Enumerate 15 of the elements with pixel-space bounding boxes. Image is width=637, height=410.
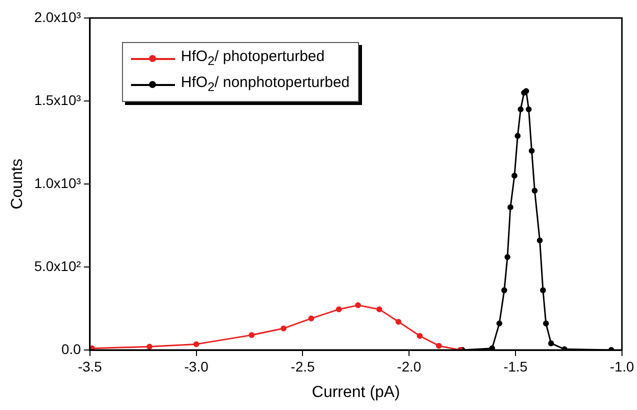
y-tick-label: 1.5x10³ [34,92,82,108]
x-tick-label: -3.0 [184,358,209,374]
x-tick-label: -1.5 [503,358,528,374]
legend-label: HfO$_{2}$/ photoperturbed [180,47,325,70]
x-axis-title: Current (pA) [312,384,400,401]
y-tick-label: 0.0 [61,340,82,357]
y-axis-title: Counts [9,158,26,210]
legend-label: HfO$_{2}$/ nonphotoperturbed [180,73,350,96]
y-tick-label: 1.0x10³ [34,174,82,191]
x-tick-label: -2.0 [397,358,422,374]
x-tick-label: -2.5 [290,358,315,374]
y-tick-label: 2.0x10³ [34,8,82,25]
x-tick-label: -3.5 [78,358,102,374]
y-tick-label: 5.0x10² [34,258,82,274]
x-tick-label: -1.0 [610,358,634,374]
